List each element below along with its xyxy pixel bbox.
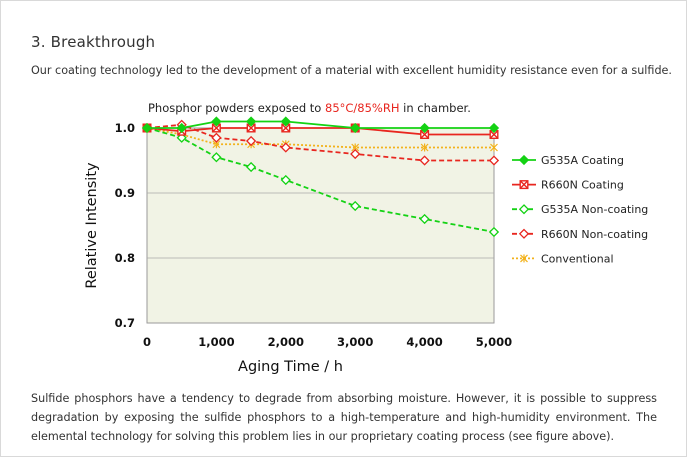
data-point <box>350 148 361 160</box>
data-point <box>176 122 187 134</box>
legend-label: G535A Coating <box>541 154 624 167</box>
y-tick-label: 0.8 <box>115 251 135 265</box>
data-point <box>420 143 429 152</box>
data-point <box>350 200 361 212</box>
data-point <box>280 116 291 127</box>
legend-entry: G535A Coating <box>512 154 624 167</box>
legend-marker <box>518 204 530 215</box>
chart-title: Phosphor powders exposed to 85°C/85%RH i… <box>148 101 471 115</box>
legend-marker <box>518 154 530 166</box>
x-tick-label: 4,000 <box>406 335 442 349</box>
data-point <box>489 129 499 139</box>
legend-marker <box>519 180 529 190</box>
legend-entry: Conventional <box>512 252 614 265</box>
data-point <box>280 174 291 186</box>
data-point <box>488 155 500 166</box>
section-heading: 3. Breakthrough <box>31 33 156 51</box>
legend-entry: R660N Non-coating <box>512 228 648 241</box>
x-tick-label: 1,000 <box>198 335 234 349</box>
data-point <box>211 152 222 163</box>
data-point <box>141 122 153 134</box>
legend-label: G535A Non-coating <box>541 203 648 216</box>
series-line <box>146 127 494 136</box>
legend: G535A Coating R660N Coating G535A Non-coat… <box>512 154 648 265</box>
data-point <box>419 213 430 225</box>
intro-paragraph: Our coating technology led to the develo… <box>31 64 672 77</box>
x-tick-label: 3,000 <box>337 335 373 349</box>
data-point <box>211 132 222 143</box>
series-3 <box>141 122 500 238</box>
series-1 <box>141 116 500 134</box>
chart-title-tail: in chamber. <box>399 101 471 115</box>
legend-entry: R660N Coating <box>512 179 624 192</box>
legend-label: R660N Non-coating <box>541 228 648 241</box>
data-point <box>490 143 498 152</box>
legend-label: Conventional <box>541 252 614 265</box>
data-point <box>420 129 430 139</box>
data-point <box>211 116 222 127</box>
footer-paragraph: Sulfide phosphors have a tendency to deg… <box>31 392 657 443</box>
legend-entry: G535A Non-coating <box>512 203 648 216</box>
x-tick-label: 2,000 <box>268 335 304 349</box>
data-point <box>245 116 257 127</box>
data-point <box>419 122 430 134</box>
series-line <box>146 127 495 233</box>
legend-marker <box>520 254 528 263</box>
plot-area <box>146 127 495 324</box>
data-point <box>488 226 500 238</box>
y-axis-label: Relative Intensity <box>84 162 100 289</box>
data-point <box>245 161 257 173</box>
x-tick-label: 0 <box>143 335 151 349</box>
data-point <box>419 155 430 166</box>
x-axis-label: Aging Time / h <box>238 359 343 375</box>
series-line <box>147 120 494 129</box>
y-tick-label: 1.0 <box>115 121 135 135</box>
y-tick-label: 0.9 <box>115 186 135 200</box>
data-point <box>488 122 500 134</box>
x-tick-label: 5,000 <box>476 335 512 349</box>
chart-title-condition: 85°C/85%RH <box>325 101 400 115</box>
data-point <box>245 135 257 147</box>
legend-label: R660N Coating <box>541 179 624 192</box>
data-point <box>350 122 361 134</box>
y-tick-label: 0.7 <box>115 316 135 330</box>
legend-marker <box>518 228 530 239</box>
series-line <box>146 127 494 149</box>
chart-title-lead: Phosphor powders exposed to <box>148 101 325 115</box>
data-point <box>280 142 291 153</box>
data-point <box>211 123 221 133</box>
